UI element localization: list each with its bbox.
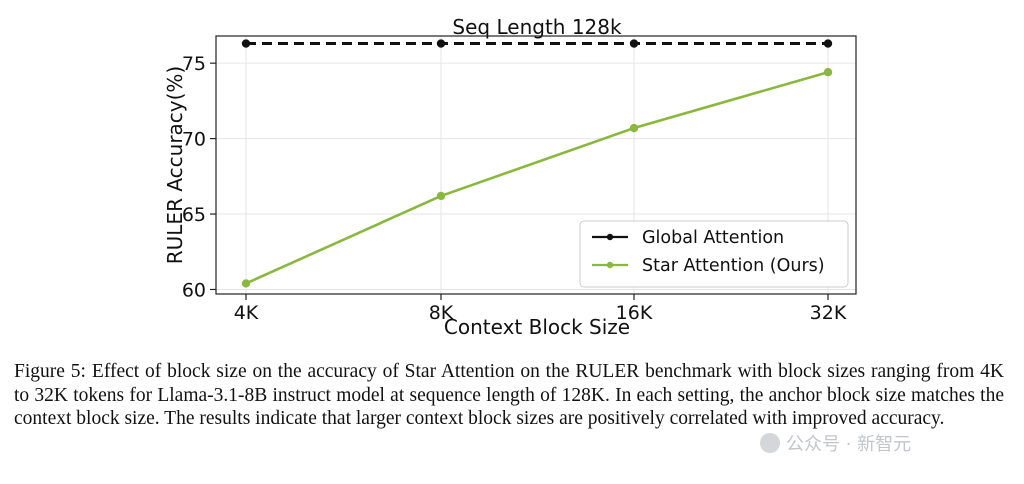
x-axis-label: Context Block Size bbox=[444, 315, 630, 339]
x-tick-label: 16K bbox=[616, 302, 653, 324]
watermark-text: 公众号 · 新智元 bbox=[786, 434, 912, 455]
series-line-star-attention bbox=[245, 70, 829, 285]
legend-marker-star bbox=[606, 261, 614, 269]
data-point-star-attention bbox=[823, 68, 833, 77]
legend-box bbox=[579, 220, 849, 288]
y-axis: 60 65 70 75 bbox=[182, 53, 216, 301]
figure-caption: Figure 5: Effect of block size on the acc… bbox=[14, 360, 1004, 431]
legend-label-star: Star Attention (Ours) bbox=[642, 256, 825, 276]
data-point-global-attention bbox=[629, 39, 639, 48]
x-tick-label: 32K bbox=[810, 302, 847, 324]
caption-text: Effect of block size on the accuracy of … bbox=[14, 361, 1004, 429]
y-tick-label: 60 bbox=[182, 279, 206, 301]
data-point-star-attention bbox=[436, 191, 446, 201]
data-point-global-attention bbox=[241, 39, 251, 48]
legend: Global Attention Star Attention (Ours) bbox=[579, 220, 849, 288]
y-axis-label: RULER Accuracy(%) bbox=[163, 66, 187, 265]
legend-label-global: Global Attention bbox=[642, 228, 784, 248]
wechat-icon bbox=[760, 433, 780, 453]
line-chart: Seq Length 128k 60 65 70 75 4K 8K 16K 32K Cont… bbox=[163, 15, 857, 339]
series-layer bbox=[241, 39, 833, 288]
data-point-star-attention bbox=[241, 279, 251, 288]
watermark: 公众号 · 新智元 bbox=[760, 430, 911, 456]
legend-marker-global bbox=[606, 233, 614, 241]
data-point-global-attention bbox=[436, 39, 446, 48]
x-axis: 4K 8K 16K 32K bbox=[234, 294, 847, 324]
chart-title: Seq Length 128k bbox=[452, 15, 622, 39]
caption-label: Figure 5: bbox=[14, 361, 86, 382]
y-tick-label: 75 bbox=[182, 53, 206, 75]
data-point-global-attention bbox=[823, 39, 833, 48]
x-tick-label: 8K bbox=[429, 302, 454, 324]
y-tick-label: 65 bbox=[182, 204, 206, 226]
y-tick-label: 70 bbox=[182, 129, 206, 151]
data-point-star-attention bbox=[629, 123, 639, 133]
plot-frame bbox=[215, 35, 857, 295]
x-tick-label: 4K bbox=[234, 302, 259, 324]
